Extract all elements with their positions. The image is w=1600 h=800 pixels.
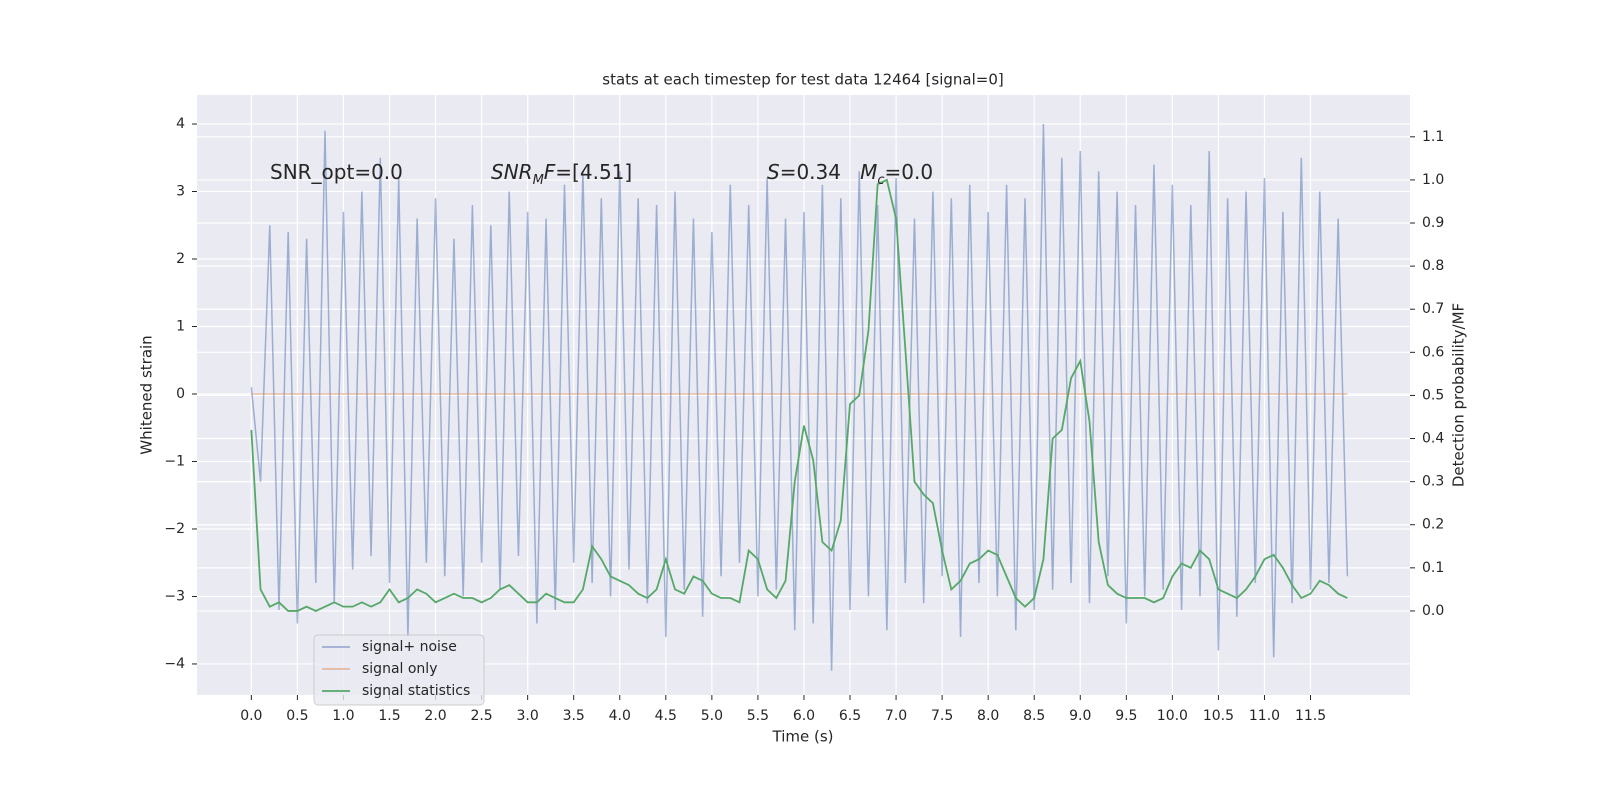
- legend-label: signal+ noise: [362, 639, 457, 655]
- annotation-part: SNR_opt=0.0: [270, 160, 403, 184]
- annotation-part: M: [860, 160, 877, 184]
- x-tick-label: 6.0: [793, 708, 815, 724]
- x-tick-label: 4.5: [655, 708, 677, 724]
- x-tick-label: 1.0: [332, 708, 354, 724]
- y-axis-label: Whitened strain: [138, 335, 156, 454]
- x-tick-label: 3.5: [563, 708, 585, 724]
- x-tick-label: 10.5: [1203, 708, 1234, 724]
- legend-label: signal only: [362, 661, 437, 677]
- y-tick-label: −1: [164, 453, 185, 469]
- annotation-part: =0.34: [780, 160, 860, 184]
- y2-tick-label: 1.0: [1422, 172, 1444, 188]
- x-tick-label: 9.0: [1069, 708, 1091, 724]
- y2-tick-label: 0.6: [1422, 344, 1444, 360]
- legend-box: [313, 634, 485, 706]
- y2-tick-label: 0.0: [1422, 603, 1444, 619]
- x-tick-label: 5.0: [701, 708, 723, 724]
- y2-tick-label: 1.1: [1422, 129, 1444, 145]
- y-tick-label: 3: [176, 184, 185, 200]
- annotation: SNR_opt=0.0: [270, 160, 403, 184]
- x-tick-label: 7.5: [931, 708, 953, 724]
- x-tick-label: 5.5: [747, 708, 769, 724]
- annotation-part: F: [544, 160, 556, 184]
- annotation: SNRMF=[4.51]: [491, 160, 632, 189]
- y-tick-label: −4: [164, 656, 185, 672]
- y-tick-label: 0: [176, 386, 185, 402]
- y2-tick-label: 0.1: [1422, 560, 1444, 576]
- x-tick-label: 7.0: [885, 708, 907, 724]
- x-tick-label: 2.5: [470, 708, 492, 724]
- x-tick-label: 8.0: [977, 708, 999, 724]
- y2-tick-label: 0.4: [1422, 431, 1444, 447]
- y-tick-label: 1: [176, 318, 185, 334]
- x-tick-label: 0.0: [240, 708, 262, 724]
- y2-tick-label: 0.3: [1422, 474, 1444, 490]
- data-line: [250, 124, 1349, 671]
- x-axis-label: Time (s): [772, 728, 834, 746]
- y2-tick-label: 0.8: [1422, 258, 1444, 274]
- legend-label: signal statistics: [362, 683, 470, 699]
- chart-title: stats at each timestep for test data 124…: [602, 71, 1003, 89]
- x-tick-label: 4.0: [609, 708, 631, 724]
- x-tick-label: 11.5: [1295, 708, 1326, 724]
- y-tick-label: −2: [164, 521, 185, 537]
- y2-tick-label: 0.5: [1422, 387, 1444, 403]
- x-tick-label: 11.0: [1249, 708, 1280, 724]
- x-tick-label: 9.5: [1115, 708, 1137, 724]
- y-tick-label: −3: [164, 588, 185, 604]
- y2-tick-label: 0.9: [1422, 215, 1444, 231]
- x-tick-label: 2.0: [424, 708, 446, 724]
- x-tick-label: 1.5: [378, 708, 400, 724]
- annotation-part: SNR: [491, 160, 533, 184]
- annotation-part: M: [533, 173, 544, 188]
- x-tick-label: 10.0: [1157, 708, 1188, 724]
- annotation-part: S: [767, 160, 780, 184]
- data-line: [250, 178, 1348, 612]
- annotation-part: c: [877, 173, 884, 188]
- y-tick-label: 4: [176, 116, 185, 132]
- x-tick-label: 3.0: [517, 708, 539, 724]
- y2-axis-label: Detection probability/MF: [1450, 303, 1468, 487]
- x-tick-label: 6.5: [839, 708, 861, 724]
- annotation-part: =[4.51]: [555, 160, 632, 184]
- x-tick-label: 8.5: [1023, 708, 1045, 724]
- annotation: S=0.34 Mc=0.0: [767, 160, 933, 189]
- y2-tick-label: 0.7: [1422, 301, 1444, 317]
- annotation-part: =0.0: [885, 160, 934, 184]
- y-tick-label: 2: [176, 251, 185, 267]
- y2-tick-label: 0.2: [1422, 517, 1444, 533]
- x-tick-label: 0.5: [286, 708, 308, 724]
